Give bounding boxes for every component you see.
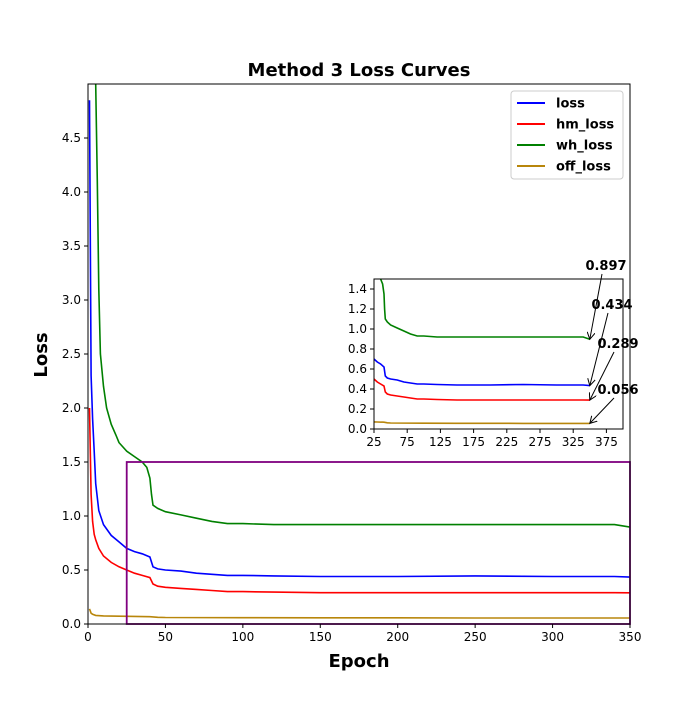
x-tick-label: 0 <box>84 630 92 644</box>
y-tick-label: 0.0 <box>62 617 81 631</box>
inset-x-tick-label: 275 <box>529 435 552 449</box>
legend-label-off-loss: off_loss <box>556 160 611 175</box>
legend-frame <box>510 90 624 180</box>
annotation-label: 0.897 <box>585 259 626 274</box>
series-line-loss <box>88 100 630 578</box>
inset-y-tick-label: 0.0 <box>348 422 367 436</box>
annotation-label: 0.289 <box>597 337 638 352</box>
inset-x-tick-label: 125 <box>429 435 452 449</box>
annotation-arrow <box>590 351 615 400</box>
inset-background <box>374 279 623 429</box>
inset-y-tick-label: 0.6 <box>348 362 367 376</box>
y-tick-label: 3.0 <box>62 293 81 307</box>
inset-x-tick-label: 75 <box>400 435 415 449</box>
inset-y-tick-label: 1.0 <box>348 322 367 336</box>
inset-x-tick-label: 325 <box>562 435 585 449</box>
inset-x-tick-label: 25 <box>366 435 381 449</box>
y-axis-label: Loss <box>31 332 52 377</box>
x-axis-label: Epoch <box>328 651 389 672</box>
x-tick-label: 150 <box>309 630 332 644</box>
zoom-region-box <box>125 461 631 625</box>
y-tick-label: 4.0 <box>62 185 81 199</box>
x-tick-label: 100 <box>231 630 254 644</box>
series-line-wh-loss <box>94 84 630 528</box>
series-line-off-loss <box>88 608 630 619</box>
annotation-arrow <box>590 312 609 386</box>
x-tick-label: 300 <box>541 630 564 644</box>
inset-y-tick-label: 0.2 <box>348 402 367 416</box>
series-line-hm-loss <box>88 407 630 594</box>
annotation-label: 0.434 <box>591 298 632 313</box>
inset-y-tick-label: 0.4 <box>348 382 367 396</box>
inset-y-tick-label: 0.8 <box>348 342 367 356</box>
legend-label-hm-loss: hm_loss <box>556 118 614 133</box>
y-tick-label: 1.0 <box>62 509 81 523</box>
x-tick-label: 350 <box>619 630 642 644</box>
x-tick-label: 50 <box>158 630 173 644</box>
y-tick-label: 2.5 <box>62 347 81 361</box>
y-tick-label: 4.5 <box>62 131 81 145</box>
inset-series-line-wh-loss <box>379 279 591 341</box>
x-tick-label: 250 <box>464 630 487 644</box>
inset-series-line-loss <box>374 357 590 387</box>
legend-label-loss: loss <box>556 97 585 112</box>
x-tick-label: 200 <box>386 630 409 644</box>
y-tick-label: 3.5 <box>62 239 81 253</box>
y-tick-label: 1.5 <box>62 455 81 469</box>
inset-frame <box>373 278 624 430</box>
annotation-label: 0.056 <box>597 383 638 398</box>
legend: loss hm_loss wh_loss off_loss <box>510 90 624 180</box>
annotation-arrow <box>590 273 603 339</box>
inset-series-line-hm-loss <box>374 377 590 401</box>
inset-x-tick-label: 375 <box>595 435 618 449</box>
inset-y-tick-label: 1.2 <box>348 302 367 316</box>
y-tick-label: 0.5 <box>62 563 81 577</box>
inset-y-tick-label: 1.4 <box>348 282 367 296</box>
inset-x-tick-label: 175 <box>462 435 485 449</box>
chart-title: Method 3 Loss Curves <box>248 60 471 81</box>
inset-series-line-off-loss <box>374 421 590 425</box>
inset-x-tick-label: 225 <box>495 435 518 449</box>
legend-label-wh-loss: wh_loss <box>556 139 613 154</box>
y-tick-label: 2.0 <box>62 401 81 415</box>
annotation-arrow <box>590 397 615 423</box>
